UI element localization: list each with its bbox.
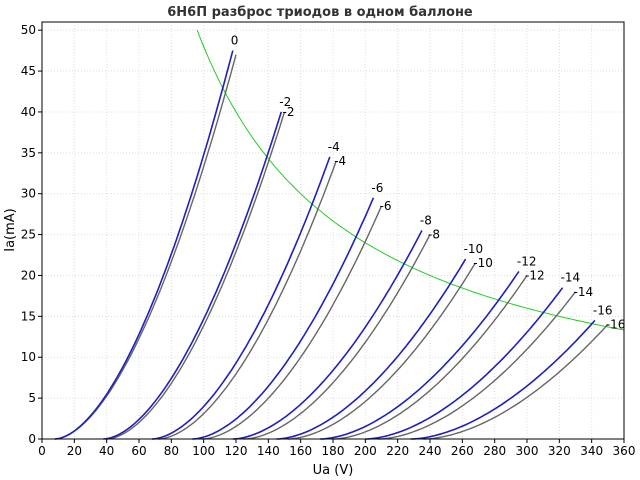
y-tick-label: 45 (21, 64, 36, 78)
curve-label-a: -8 (420, 214, 432, 228)
curve-label-b: -16 (606, 318, 626, 332)
curve-label-a: 0 (231, 34, 239, 48)
y-tick-label: 25 (21, 228, 36, 242)
curve-label-b: -6 (380, 199, 392, 213)
x-tick-label: 100 (192, 444, 215, 458)
curve-label-b: -14 (574, 285, 594, 299)
curve-label-b: -8 (428, 228, 440, 242)
curve-label-b: -12 (525, 268, 545, 282)
curve-label-a: -14 (561, 271, 581, 285)
curve-triode-a (151, 156, 331, 440)
power-limit-curve-group (196, 30, 625, 331)
curve-triode-b (54, 54, 237, 440)
curve-label-b: -4 (334, 154, 346, 168)
x-tick-label: 260 (451, 444, 474, 458)
curve-triode-b (158, 160, 337, 440)
curve-label-b: -10 (473, 256, 493, 270)
x-tick-label: 60 (131, 444, 146, 458)
curve-triode-a (365, 287, 564, 440)
y-tick-label: 15 (21, 309, 36, 323)
curve-labels-group: 0 -2-2 -4-4 -6 -6 -8-8 -10-10 -12-12 -14-14 -16-1… (231, 34, 626, 332)
x-tick-label: 200 (354, 444, 377, 458)
x-tick-label: 360 (613, 444, 636, 458)
curve-label-a: -12 (517, 254, 537, 268)
y-tick-label: 30 (21, 187, 36, 201)
x-tick-label: 300 (516, 444, 539, 458)
power-limit-curve (196, 30, 625, 331)
y-axis-ticks: 0 5 10 15 20 25 30 35 40 45 50 (21, 23, 42, 446)
y-tick-label: 40 (21, 105, 36, 119)
y-axis-label: Ia(mA) (3, 208, 18, 252)
curve-label-a: -2 (279, 95, 291, 109)
curve-triode-b (202, 205, 383, 440)
x-tick-label: 120 (225, 444, 248, 458)
curve-triode-b (244, 234, 431, 440)
x-tick-label: 280 (483, 444, 506, 458)
x-tick-label: 0 (38, 444, 46, 458)
y-tick-label: 0 (28, 432, 36, 446)
x-tick-label: 80 (164, 444, 179, 458)
y-tick-label: 20 (21, 268, 36, 282)
chart-title: 6Н6П разброс триодов в одном баллоне (167, 5, 473, 20)
curve-triode-b (287, 262, 476, 440)
grid (42, 22, 624, 439)
curve-triode-a (320, 270, 520, 440)
y-tick-label: 50 (21, 23, 36, 37)
curve-triode-a (232, 230, 423, 440)
curves-group (54, 50, 609, 440)
y-tick-label: 5 (28, 391, 36, 405)
x-tick-label: 240 (419, 444, 442, 458)
curve-triode-a (410, 319, 596, 440)
y-tick-label: 10 (21, 350, 36, 364)
x-axis-label: Ua (V) (313, 463, 354, 478)
x-tick-label: 40 (99, 444, 114, 458)
y-tick-label: 35 (21, 146, 36, 160)
x-axis-ticks: 0 20 40 60 80 100 120 140 160 180 200 220 240 260 280 3… (38, 439, 635, 458)
x-tick-label: 160 (289, 444, 312, 458)
curve-triode-a (103, 111, 283, 440)
curve-label-a: -6 (371, 181, 383, 195)
curve-triode-a (276, 258, 467, 440)
curve-triode-b (378, 291, 577, 440)
x-tick-label: 20 (67, 444, 82, 458)
x-tick-label: 320 (548, 444, 571, 458)
x-tick-label: 220 (386, 444, 409, 458)
x-tick-label: 180 (322, 444, 345, 458)
curve-label-a: -4 (328, 140, 340, 154)
curve-triode-a (54, 50, 234, 440)
curve-label-a: -16 (593, 303, 613, 317)
curve-triode-a (192, 197, 375, 440)
curve-triode-b (106, 111, 286, 440)
curve-triode-b (423, 324, 609, 440)
x-tick-label: 140 (257, 444, 280, 458)
curve-label-a: -10 (464, 242, 484, 256)
curve-triode-b (332, 275, 528, 440)
curve-label-b: -2 (283, 105, 295, 119)
x-tick-label: 340 (580, 444, 603, 458)
